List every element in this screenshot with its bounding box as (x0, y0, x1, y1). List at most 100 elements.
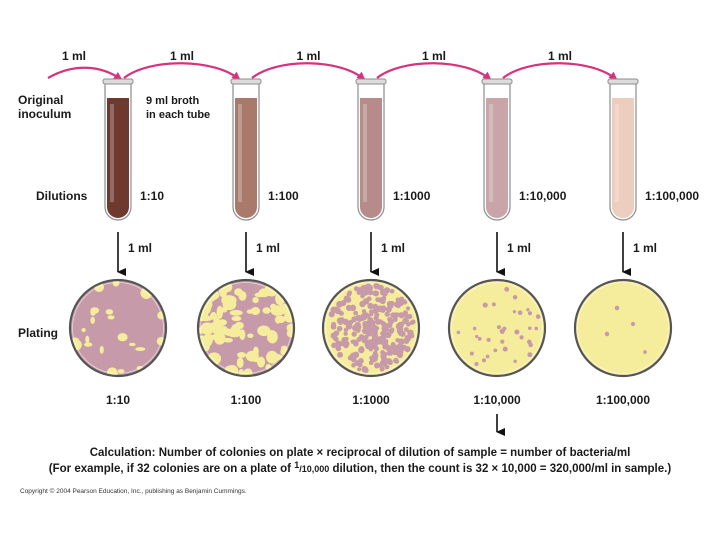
colony (362, 328, 368, 334)
colony (357, 318, 361, 322)
colony (339, 342, 344, 347)
colony (494, 348, 498, 352)
tube-2: 1:100 (231, 79, 299, 220)
colony (387, 349, 394, 356)
transfer-label-2: 1 ml (297, 49, 321, 63)
colony (395, 359, 399, 363)
colony (387, 359, 393, 365)
dilution-label-3: 1:1000 (393, 189, 431, 203)
colony (366, 290, 371, 295)
plate-label-4: 1:10,000 (473, 393, 521, 407)
colony (519, 335, 523, 339)
colony (399, 322, 404, 327)
tube-highlight (363, 104, 367, 202)
colony (605, 332, 609, 336)
calculation-line2: (For example, if 32 colonies are on a pl… (49, 460, 672, 475)
tube-rim (103, 79, 133, 84)
plate-label-3: 1:1000 (352, 393, 390, 407)
transfer-labels: 1 ml 1 ml 1 ml 1 ml 1 ml (62, 49, 572, 63)
plating-label: Plating (18, 326, 58, 340)
colony (514, 329, 519, 334)
dilution-label-2: 1:100 (268, 189, 299, 203)
plate-2: 1:100 (195, 280, 296, 407)
colony (378, 336, 383, 341)
plating-volume-2: 1 ml (256, 241, 280, 255)
plating-arrows: 1 ml 1 ml 1 ml 1 ml 1 ml (118, 232, 657, 272)
colony (372, 334, 376, 338)
colony (406, 306, 410, 310)
colony (344, 337, 348, 341)
colony (369, 360, 374, 365)
calculation-line1: Calculation: Number of colonies on plate… (90, 447, 631, 459)
colony (351, 331, 356, 336)
colony (374, 346, 379, 351)
colony (396, 312, 400, 316)
colony (367, 303, 373, 309)
colony (331, 332, 338, 339)
colony (358, 358, 364, 364)
calc-line2-prefix: (For example, if 32 colonies are on a pl… (49, 463, 294, 475)
plating-volume-5: 1 ml (633, 241, 657, 255)
tube-3: 1:1000 (356, 79, 431, 220)
colony (369, 309, 374, 314)
colony (473, 327, 477, 331)
plate-label-1: 1:10 (106, 393, 130, 407)
tube-highlight (110, 104, 114, 202)
plating-volume-3: 1 ml (381, 241, 405, 255)
colony (475, 335, 478, 338)
colony (382, 322, 387, 327)
transfer-label-0: 1 ml (62, 49, 86, 63)
colony (402, 345, 407, 350)
copyright-notice: Copyright © 2004 Pearson Education, Inc.… (20, 487, 247, 495)
colony (486, 355, 490, 359)
original-inoculum-label: Original inoculum (18, 93, 71, 121)
colony (359, 346, 365, 352)
colony (513, 310, 516, 313)
broth-note-line1: 9 ml broth (146, 95, 199, 107)
broth-note: 9 ml broth in each tube (146, 95, 210, 121)
colony (338, 320, 343, 325)
colony (536, 314, 541, 319)
colony (375, 297, 380, 302)
colony (367, 331, 372, 336)
transfer-arrow-2 (252, 63, 365, 80)
colony (357, 367, 361, 371)
colony (360, 294, 364, 298)
colony (337, 352, 343, 358)
colony (353, 324, 358, 329)
tube-rim (356, 79, 386, 84)
colony (492, 302, 496, 306)
colony (361, 313, 366, 318)
plate-label-2: 1:100 (231, 393, 262, 407)
colony (615, 306, 620, 311)
plate-3: 1:1000 (323, 280, 419, 407)
dilution-label-5: 1:100,000 (645, 189, 699, 203)
colony (352, 318, 356, 322)
plate-5: 1:100,000 (575, 280, 671, 407)
colony (387, 322, 393, 328)
colony (365, 284, 372, 291)
colony (366, 314, 370, 318)
plating-volume-1: 1 ml (128, 241, 152, 255)
colony (365, 341, 371, 347)
colony (346, 305, 352, 311)
tube-highlight (615, 104, 619, 202)
colony (457, 331, 461, 335)
colony (387, 302, 393, 308)
colony (528, 311, 532, 315)
colony (398, 326, 403, 331)
original-inoculum-line1: Original (18, 93, 63, 107)
colony (482, 358, 486, 362)
colony (504, 287, 509, 292)
colony (353, 341, 359, 347)
tube-rim (482, 79, 512, 84)
original-inoculum-line2: inoculum (18, 107, 71, 121)
colony (643, 350, 647, 354)
colony (397, 349, 403, 355)
dilutions-label: Dilutions (36, 189, 88, 203)
transfer-label-3: 1 ml (422, 49, 446, 63)
broth-note-line2: in each tube (146, 109, 210, 121)
colony (398, 338, 404, 344)
colony (487, 338, 491, 342)
